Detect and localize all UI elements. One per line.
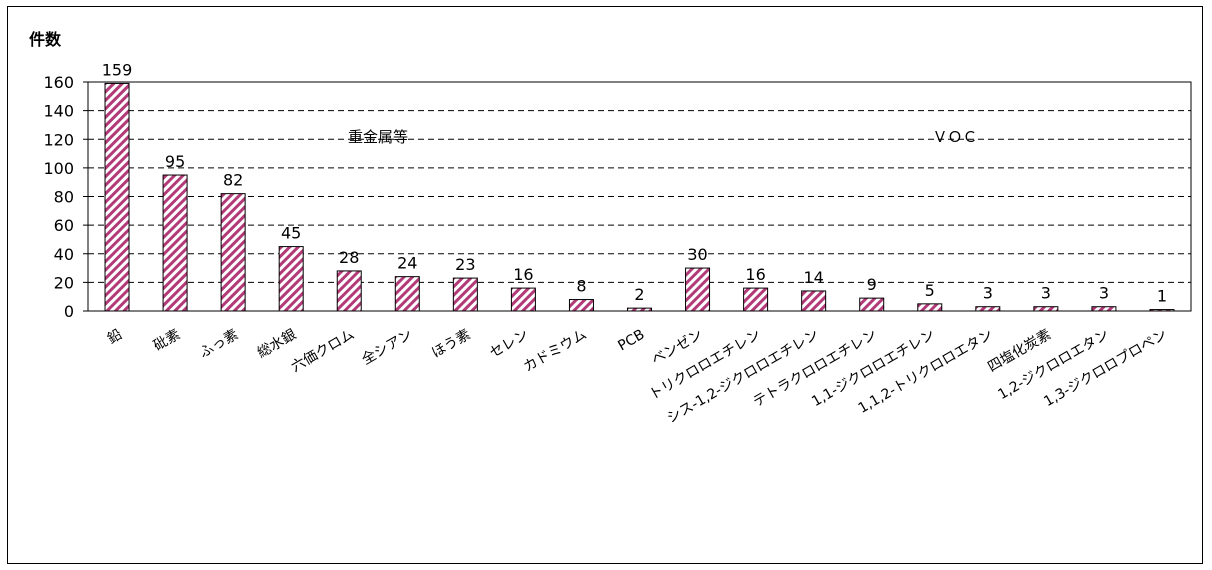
bar bbox=[568, 299, 594, 312]
bar bbox=[801, 290, 827, 312]
y-tick-label: 160 bbox=[43, 73, 74, 92]
data-label: 82 bbox=[223, 171, 243, 190]
data-label: 14 bbox=[803, 268, 823, 287]
y-tick-label: 140 bbox=[43, 102, 74, 121]
data-label: 95 bbox=[165, 152, 185, 171]
category-labels: 鉛砒素 ふっ素 総水銀六価クロム 全シアン ほう素 セレンカドミウム PCB ベンゼントリクロ… bbox=[105, 326, 1170, 427]
data-label: 1 bbox=[1157, 287, 1167, 306]
bar bbox=[917, 303, 943, 312]
bar bbox=[743, 287, 769, 312]
bar bbox=[1149, 309, 1175, 312]
bar bbox=[336, 270, 362, 312]
grid-lines bbox=[87, 81, 1192, 312]
category-label: PCB bbox=[615, 327, 647, 355]
bar bbox=[685, 267, 711, 312]
bar bbox=[104, 82, 130, 312]
y-axis-ticks: 0 20 40 60 80 100 120 140 160 bbox=[43, 73, 88, 321]
bar bbox=[859, 297, 885, 312]
category-label: ふっ素 bbox=[197, 327, 241, 362]
data-label: 5 bbox=[925, 281, 935, 300]
category-label: セレン bbox=[487, 327, 531, 362]
data-label: 9 bbox=[867, 275, 877, 294]
category-label: ほう素 bbox=[429, 327, 473, 362]
bar bbox=[1033, 306, 1059, 312]
data-label: 45 bbox=[281, 224, 301, 243]
bar bbox=[975, 306, 1001, 312]
y-axis-label: 件数 bbox=[29, 30, 62, 49]
category-label: 六価クロム bbox=[289, 327, 358, 376]
y-tick-label: 0 bbox=[64, 302, 74, 321]
bar bbox=[278, 246, 304, 312]
data-label: 3 bbox=[1041, 284, 1051, 303]
bar bbox=[452, 277, 478, 312]
data-label: 28 bbox=[339, 248, 359, 267]
category-label: カドミウム bbox=[521, 327, 590, 376]
bar bbox=[510, 287, 536, 312]
y-tick-label: 60 bbox=[54, 216, 74, 235]
y-tick-label: 80 bbox=[54, 188, 74, 207]
data-label: 16 bbox=[745, 265, 765, 284]
category-label: 総水銀 bbox=[255, 327, 299, 362]
bar bbox=[162, 174, 188, 312]
bar bbox=[627, 307, 652, 312]
category-label: 砒素 bbox=[151, 327, 183, 355]
annotation-label: 重金属等 bbox=[348, 128, 408, 146]
bar bbox=[394, 276, 420, 312]
data-label: 3 bbox=[983, 284, 993, 303]
data-label: 24 bbox=[397, 254, 417, 273]
annotation-label: ＶＯＣ bbox=[932, 128, 977, 146]
data-label: 16 bbox=[513, 265, 533, 284]
annotations: 重金属等 ＶＯＣ bbox=[348, 128, 978, 146]
data-label: 8 bbox=[576, 277, 586, 296]
data-label: 2 bbox=[634, 285, 644, 304]
data-label: 159 bbox=[102, 60, 133, 79]
y-tick-label: 20 bbox=[54, 273, 74, 292]
data-label: 23 bbox=[455, 255, 475, 274]
data-label: 3 bbox=[1099, 284, 1109, 303]
bars bbox=[104, 82, 1175, 312]
y-tick-label: 120 bbox=[43, 130, 74, 149]
bar bbox=[1091, 306, 1117, 312]
category-label: 鉛 bbox=[105, 327, 125, 348]
bar bbox=[220, 193, 246, 312]
chart-frame bbox=[7, 6, 1203, 564]
y-tick-label: 40 bbox=[54, 245, 74, 264]
y-tick-label: 100 bbox=[43, 159, 74, 178]
category-label: 全シアン bbox=[359, 326, 416, 368]
data-label: 30 bbox=[687, 245, 707, 264]
